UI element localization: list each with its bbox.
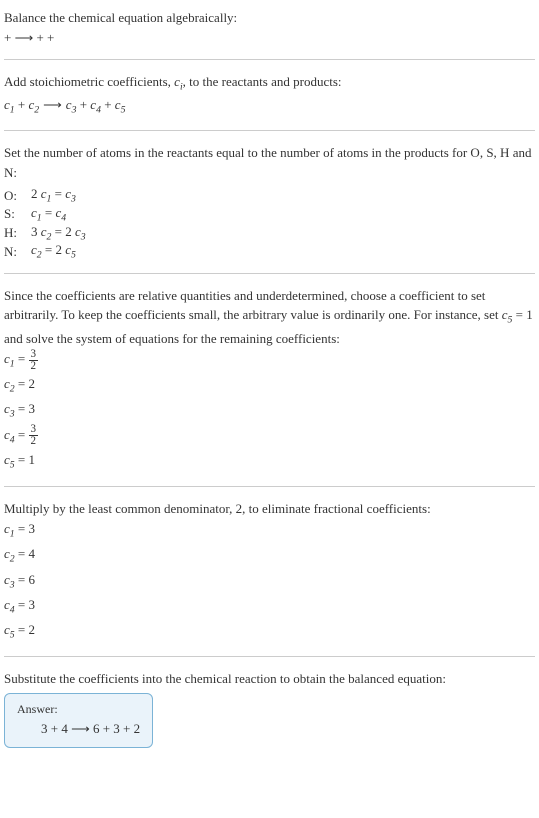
eq: = 4 — [15, 546, 35, 561]
stoich-suffix: , to the reactants and products: — [183, 74, 342, 89]
intro-reaction: + ⟶ + + — [4, 28, 535, 48]
eq: = — [51, 186, 65, 201]
element-equation: c1 = c4 — [31, 205, 86, 224]
atoms-section: Set the number of atoms in the reactants… — [4, 143, 535, 260]
atoms-equations: O: 2 c1 = c3 S: c1 = c4 H: 3 c2 = 2 c3 N… — [4, 186, 86, 260]
numerator: 3 — [29, 349, 39, 361]
arb-suffix: and solve the system of equations for th… — [4, 331, 340, 346]
c5-sub: 5 — [121, 105, 126, 116]
atom-row-N: N: c2 = 2 c5 — [4, 242, 86, 261]
element-equation: 3 c2 = 2 c3 — [31, 224, 86, 243]
eq: = — [42, 205, 56, 220]
denominator: 2 — [29, 436, 39, 447]
divider — [4, 59, 535, 60]
eq: = 6 — [15, 572, 35, 587]
lcoef: 2 — [31, 186, 41, 201]
element-label: H: — [4, 224, 31, 243]
fraction: 32 — [29, 424, 39, 447]
answer-label: Answer: — [17, 702, 140, 717]
answer-equation: 3 + 4 ⟶ 6 + 3 + 2 — [17, 721, 140, 737]
intro-section: Balance the chemical equation algebraica… — [4, 8, 535, 47]
eq: = — [15, 351, 29, 366]
lcoef: 3 — [31, 224, 41, 239]
c2-sub: 2 — [34, 105, 39, 116]
arbitrary-section: Since the coefficients are relative quan… — [4, 286, 535, 474]
coef-c5: c5 = 2 — [4, 619, 535, 644]
atoms-instruction: Set the number of atoms in the reactants… — [4, 143, 535, 182]
intro-line1: Balance the chemical equation algebraica… — [4, 8, 535, 28]
coef-c3: c3 = 6 — [4, 569, 535, 594]
eq: = 2 — [51, 224, 75, 239]
coef-c5: c5 = 1 — [4, 449, 535, 474]
substitute-instruction: Substitute the coefficients into the che… — [4, 669, 535, 689]
stoich-instruction: Add stoichiometric coefficients, ci, to … — [4, 72, 535, 95]
substitute-section: Substitute the coefficients into the che… — [4, 669, 535, 748]
plus: + — [15, 97, 29, 112]
fraction: 32 — [29, 349, 39, 372]
coef-c4: c4 = 3 — [4, 594, 535, 619]
coef-c4: c4 = 32 — [4, 424, 535, 449]
atom-row-O: O: 2 c1 = c3 — [4, 186, 86, 205]
element-equation: c2 = 2 c5 — [31, 242, 86, 261]
arrow: ⟶ — [43, 95, 62, 115]
stoich-prefix: Add stoichiometric coefficients, — [4, 74, 174, 89]
rsub: 3 — [81, 231, 86, 242]
arb-cval: = 1 — [512, 307, 532, 322]
atom-row-S: S: c1 = c4 — [4, 205, 86, 224]
element-label: N: — [4, 242, 31, 261]
eq: = 1 — [15, 452, 35, 467]
coef-c2: c2 = 2 — [4, 373, 535, 398]
plus: + — [76, 97, 90, 112]
divider — [4, 656, 535, 657]
eq: = 2 — [15, 376, 35, 391]
coef-c1: c1 = 32 — [4, 348, 535, 373]
rsub: 5 — [71, 250, 76, 261]
coef-c2: c2 = 4 — [4, 543, 535, 568]
eq: = 3 — [15, 401, 35, 416]
divider — [4, 130, 535, 131]
element-label: S: — [4, 205, 31, 224]
denominator: 2 — [29, 361, 39, 372]
stoich-expression: c1 + c2 ⟶ c3 + c4 + c5 — [4, 95, 535, 118]
eq: = — [15, 427, 29, 442]
rsub: 4 — [61, 213, 66, 224]
rsub: 3 — [71, 194, 76, 205]
stoich-section: Add stoichiometric coefficients, ci, to … — [4, 72, 535, 118]
divider — [4, 273, 535, 274]
multiply-section: Multiply by the least common denominator… — [4, 499, 535, 644]
arbitrary-instruction: Since the coefficients are relative quan… — [4, 286, 535, 348]
answer-box: Answer: 3 + 4 ⟶ 6 + 3 + 2 — [4, 693, 153, 748]
eq: = 2 — [42, 242, 66, 257]
eq: = 2 — [15, 622, 35, 637]
arb-prefix: Since the coefficients are relative quan… — [4, 288, 502, 323]
divider — [4, 486, 535, 487]
eq: = 3 — [15, 597, 35, 612]
eq: = 3 — [15, 521, 35, 536]
plus: + — [101, 97, 115, 112]
multiply-instruction: Multiply by the least common denominator… — [4, 499, 535, 519]
coef-c3: c3 = 3 — [4, 398, 535, 423]
element-equation: 2 c1 = c3 — [31, 186, 86, 205]
coef-c1: c1 = 3 — [4, 518, 535, 543]
element-label: O: — [4, 186, 31, 205]
atom-row-H: H: 3 c2 = 2 c3 — [4, 224, 86, 243]
